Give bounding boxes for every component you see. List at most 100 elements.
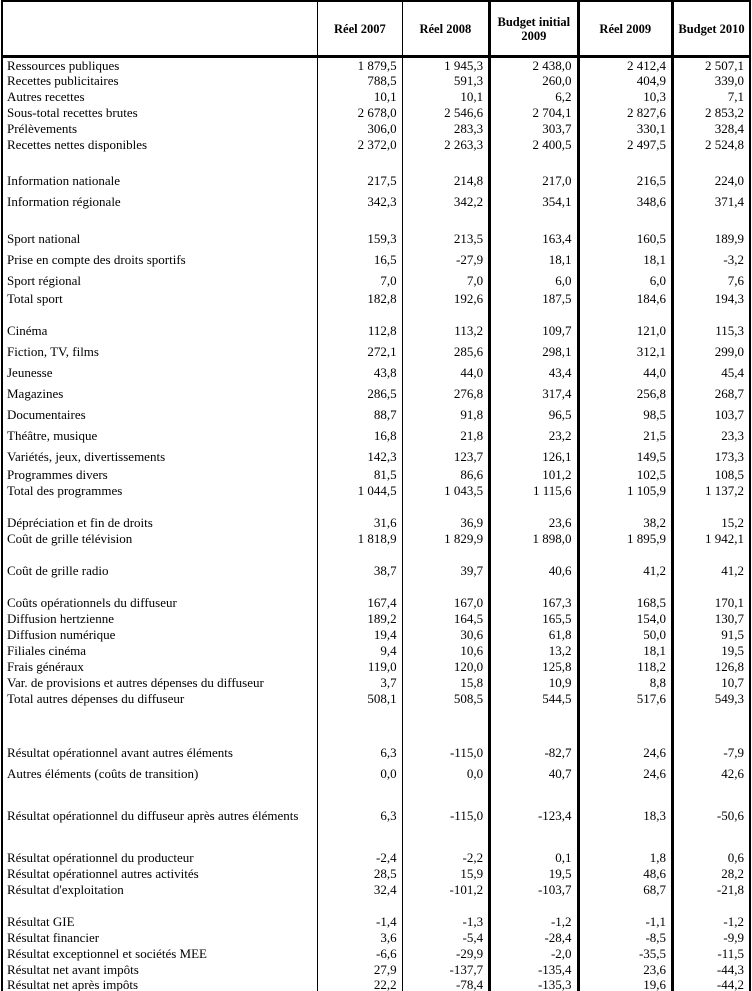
table-body: Ressources publiques 1 879,5 1 945,3 2 438,… <box>2 56 750 991</box>
spacer-cell <box>489 499 580 515</box>
cell-value: 163,4 <box>489 231 580 252</box>
row-label: Total des programmes <box>2 483 319 499</box>
cell-value: 121,0 <box>578 323 675 344</box>
table-row: Programmes divers 81,5 86,6 101,2 102,5 108,5 <box>2 467 750 483</box>
cell-value: 508,5 <box>402 691 492 707</box>
spacer-cell <box>2 547 319 563</box>
cell-value: 1 137,2 <box>705 483 744 498</box>
cell-value: -1,1 <box>578 914 675 930</box>
cell-value: 1,8 <box>578 850 675 866</box>
spacer-cell <box>2 215 319 231</box>
cell-value: 21,5 <box>578 428 675 449</box>
spacer-cell <box>402 898 492 914</box>
cell-value: -115,0 <box>402 745 492 766</box>
cell-value: -1,3 <box>402 914 492 930</box>
cell-value: 187,5 <box>489 291 580 307</box>
cell-value: 2 400,5 <box>489 137 580 153</box>
cell-value: -123,4 <box>489 808 580 829</box>
cell-value: -44,2 <box>716 977 744 991</box>
cell-value: 260,0 <box>489 73 580 89</box>
spacer-cell <box>578 153 675 173</box>
cell-value: -50,6 <box>716 808 744 823</box>
cell-value: 123,7 <box>402 449 492 467</box>
cell-value: 39,7 <box>402 563 492 579</box>
table-row: Cinéma 112,8 113,2 109,7 121,0 115,3 <box>2 323 750 344</box>
cell-value: 38,2 <box>578 515 675 531</box>
cell-value: -135,3 <box>489 977 580 991</box>
spacer-row <box>2 153 750 173</box>
cell-value: 96,5 <box>489 407 580 428</box>
spacer-cell <box>673 898 750 914</box>
table-row: Résultat net avant impôts 27,9 -137,7 -135,… <box>2 962 750 977</box>
cell-value: 286,5 <box>317 386 403 407</box>
table-row: Autres éléments (coûts de transition) 0,0… <box>2 766 750 787</box>
row-label: Résultat net après impôts <box>2 977 319 991</box>
cell-value: -82,7 <box>489 745 580 766</box>
cell-value: -7,9 <box>723 745 744 760</box>
row-label: Fiction, TV, films <box>2 344 319 365</box>
table-row: Magazines 286,5 276,8 317,4 256,8 268,7 <box>2 386 750 407</box>
cell-value: -5,4 <box>402 930 492 946</box>
table-row: Résultat GIE -1,4 -1,3 -1,2 -1,1 -1,2 <box>2 914 750 930</box>
cell-value: 81,5 <box>317 467 403 483</box>
cell-value: 216,5 <box>578 173 675 194</box>
cell-value: -9,9 <box>723 930 744 945</box>
cell-value: 217,5 <box>317 173 403 194</box>
spacer-row <box>2 547 750 563</box>
spacer-cell <box>673 307 750 323</box>
cell-value: 2 372,0 <box>317 137 403 153</box>
cell-value: 10,9 <box>489 675 580 691</box>
cell-value: 31,6 <box>317 515 403 531</box>
cell-value: 194,3 <box>714 291 744 306</box>
row-label: Résultat exceptionnel et sociétés MEE <box>2 946 319 962</box>
header-reel-2009: Réel 2009 <box>578 1 675 58</box>
cell-value: -1,2 <box>489 914 580 930</box>
cell-value: 276,8 <box>402 386 492 407</box>
cell-value: 2 412,4 <box>578 56 675 73</box>
spacer-row <box>2 707 750 745</box>
row-label: Sport régional <box>2 273 319 291</box>
cell-value: 342,3 <box>317 194 403 215</box>
cell-value: 68,7 <box>578 882 675 898</box>
cell-value: 299,0 <box>714 344 744 359</box>
table-row: Prise en compte des droits sportifs 16,5-… <box>2 252 750 273</box>
spacer-cell <box>317 579 403 595</box>
row-label: Filiales cinéma <box>2 643 319 659</box>
cell-value: 101,2 <box>489 467 580 483</box>
table-row: Information régionale 342,3 342,2 354,1 348,… <box>2 194 750 215</box>
header-budget-initial-2009: Budget initial 2009 <box>489 1 580 58</box>
table-row: Théâtre, musique 16,8 21,8 23,2 21,5 23,3 <box>2 428 750 449</box>
table-row: Var. de provisions et autres dépenses du… <box>2 675 750 691</box>
spacer-cell <box>578 829 675 850</box>
cell-value: 21,8 <box>402 428 492 449</box>
cell-value: 165,5 <box>489 611 580 627</box>
spacer-cell <box>673 829 750 850</box>
cell-value: 36,9 <box>402 515 492 531</box>
table-row: Fiction, TV, films 272,1 285,6 298,1 312,1 29… <box>2 344 750 365</box>
row-label: Total sport <box>2 291 319 307</box>
cell-value: 10,1 <box>317 89 403 105</box>
cell-value: 298,1 <box>489 344 580 365</box>
cell-value: -101,2 <box>402 882 492 898</box>
table-row: Résultat net après impôts 22,2 -78,4 -135,3… <box>2 977 750 991</box>
cell-value: 0,1 <box>489 850 580 866</box>
cell-value: 24,6 <box>578 766 675 787</box>
cell-value: 42,6 <box>721 766 744 781</box>
table-header: Réel 2007 Réel 2008 Budget initial 2009 … <box>2 1 750 58</box>
cell-value: 173,3 <box>714 449 744 464</box>
cell-value: 0,6 <box>727 850 744 865</box>
cell-value: 167,0 <box>402 595 492 611</box>
cell-value: 154,0 <box>578 611 675 627</box>
cell-value: 2 524,8 <box>705 137 744 152</box>
table-row: Résultat opérationnel du producteur -2,4-… <box>2 850 750 866</box>
cell-value: 18,1 <box>489 252 580 273</box>
table-row: Sport national 159,3 213,5 163,4 160,5 189,9 <box>2 231 750 252</box>
spacer-cell <box>578 707 675 745</box>
table-row: Dépréciation et fin de droits 31,6 36,9 23,… <box>2 515 750 531</box>
spacer-cell <box>489 787 580 808</box>
cell-value: 9,4 <box>317 643 403 659</box>
cell-value: -2,2 <box>402 850 492 866</box>
table-row: Total sport 182,8 192,6 187,5 184,6 194,3 <box>2 291 750 307</box>
spacer-cell <box>402 499 492 515</box>
cell-value: 8,8 <box>578 675 675 691</box>
